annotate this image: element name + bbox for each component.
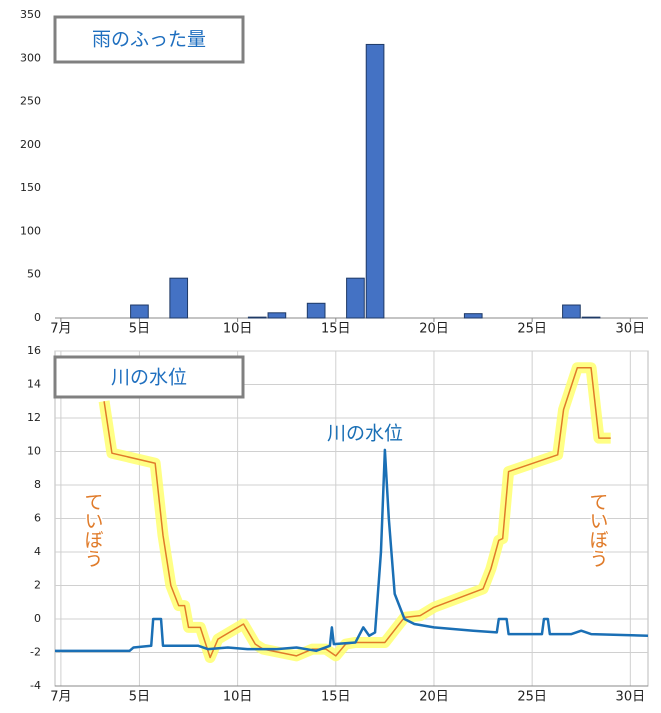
y-tick-label: 350 xyxy=(20,8,41,21)
x-tick-label: 20日 xyxy=(419,690,449,705)
bar xyxy=(247,316,267,319)
x-tick-label: 15日 xyxy=(321,690,351,705)
line-label: ていぼう xyxy=(82,492,104,568)
y-tick-label: 10 xyxy=(27,445,41,458)
y-tick-label: 8 xyxy=(34,478,41,491)
bar xyxy=(365,43,385,319)
x-tick-label: 15日 xyxy=(321,322,351,337)
y-tick-label: -2 xyxy=(30,646,41,659)
x-tick-label: 20日 xyxy=(419,322,449,337)
line-highlight xyxy=(98,362,611,664)
title-box xyxy=(53,15,245,64)
y-tick-label: 2 xyxy=(34,579,41,592)
y-tick-label: 0 xyxy=(34,311,41,324)
bar xyxy=(346,277,365,319)
x-tick-label: 30日 xyxy=(616,322,646,337)
y-tick-label: 50 xyxy=(27,268,41,281)
x-tick-label: 7月 xyxy=(50,690,71,705)
y-tick-label: 200 xyxy=(20,138,41,151)
bar xyxy=(306,302,326,319)
bar xyxy=(169,277,189,319)
title-box xyxy=(53,355,245,399)
y-tick-label: 150 xyxy=(20,181,41,194)
y-tick-label: 14 xyxy=(27,378,41,391)
y-tick-label: 16 xyxy=(27,344,41,357)
y-tick-label: 4 xyxy=(34,545,41,558)
y-tick-label: 12 xyxy=(27,411,41,424)
chart-title: 川の水位 xyxy=(111,367,187,389)
x-tick-label: 30日 xyxy=(616,690,646,705)
y-tick-label: 300 xyxy=(20,51,41,64)
bar xyxy=(463,313,483,319)
x-tick-label: 7月 xyxy=(50,322,71,337)
x-tick-label: 25日 xyxy=(517,322,547,337)
y-tick-label: 250 xyxy=(20,95,41,108)
y-tick-label: 6 xyxy=(34,512,41,525)
x-tick-label: 5日 xyxy=(129,690,150,705)
line xyxy=(103,367,611,659)
bar xyxy=(267,312,287,319)
bar xyxy=(581,316,601,319)
y-tick-label: -4 xyxy=(30,679,41,692)
chart-title: 雨のふった量 xyxy=(92,29,206,51)
line-label: 川の水位 xyxy=(327,423,403,445)
x-tick-label: 10日 xyxy=(223,322,253,337)
line xyxy=(55,448,649,653)
bar xyxy=(562,304,581,319)
y-tick-label: 0 xyxy=(34,612,41,625)
bar xyxy=(130,304,149,319)
x-tick-label: 25日 xyxy=(517,690,547,705)
x-tick-label: 10日 xyxy=(223,690,253,705)
y-tick-label: 100 xyxy=(20,224,41,237)
annotation: ていぼう xyxy=(587,492,609,568)
x-tick-label: 5日 xyxy=(129,322,150,337)
